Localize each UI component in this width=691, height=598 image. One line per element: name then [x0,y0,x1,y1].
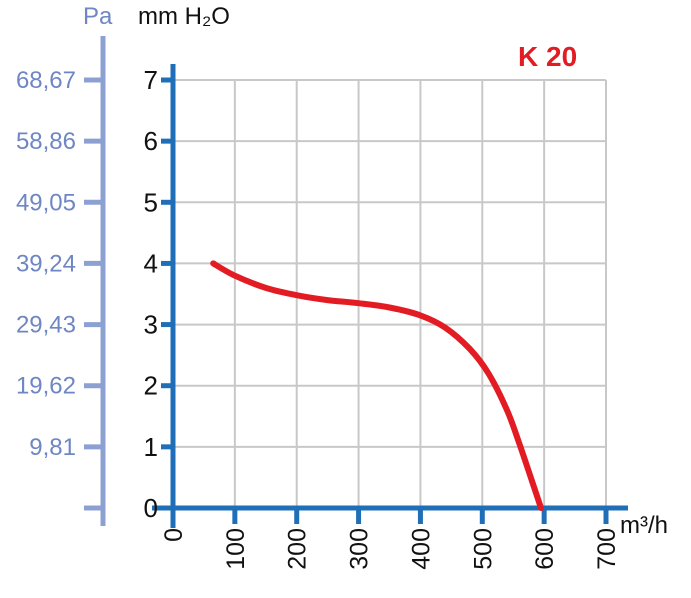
y-tick-label-6: 6 [144,126,158,156]
chart-tick-labels: 0 1 2 3 4 5 6 7 9,81 19,62 29,43 39,24 49,05 58,86 68,… [16,65,621,570]
x-tick-label-500: 500 [469,528,497,570]
pa-tick-label-9,81: 9,81 [29,434,76,461]
y-tick-label-3: 3 [144,310,158,340]
x-tick-label-400: 400 [407,528,435,570]
x-axis-title: m³/h [620,512,668,539]
chart-series [210,260,544,511]
x-tick-label-0: 0 [160,528,188,542]
y-tick-label-2: 2 [144,371,158,401]
chart-grid [173,79,607,508]
y-tick-label-4: 4 [144,248,158,278]
x-tick-label-100: 100 [222,528,250,570]
x-tick-label-200: 200 [284,528,312,570]
y-tick-label-1: 1 [144,432,158,462]
pa-tick-label-19,62: 19,62 [16,373,76,400]
y-tick-label-5: 5 [144,187,158,217]
chart-ticks [84,77,609,524]
pa-tick-label-58,86: 58,86 [16,128,76,155]
y-tick-label-7: 7 [144,65,158,95]
pa-tick-label-29,43: 29,43 [16,312,76,339]
pa-tick-label-68,67: 68,67 [16,67,76,94]
y-tick-label-0: 0 [144,493,158,523]
chart-axes [100,36,628,528]
pa-tick-label-49,05: 49,05 [16,189,76,216]
pa-axis-title: Pa [83,3,113,30]
x-tick-label-600: 600 [531,528,559,570]
x-tick-label-300: 300 [346,528,374,570]
mm-axis-title: mm H₂O [138,3,230,30]
series-label-k20: K 20 [518,41,577,72]
series-line-k-20 [210,260,544,511]
pa-tick-label-39,24: 39,24 [16,250,76,277]
x-tick-label-700: 700 [593,528,621,570]
